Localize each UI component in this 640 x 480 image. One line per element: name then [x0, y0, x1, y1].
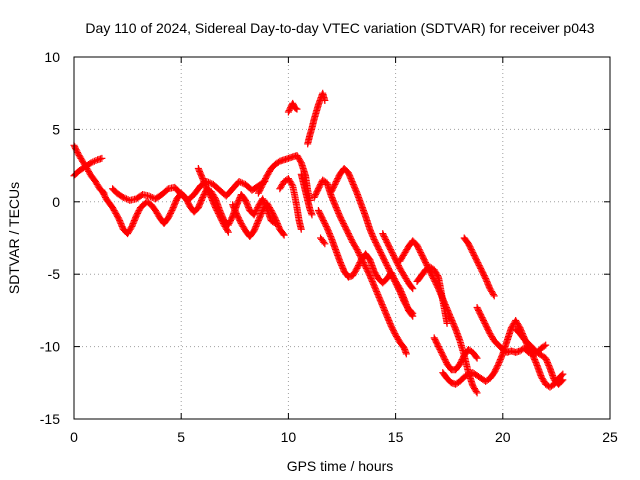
data-point: [121, 194, 129, 202]
series-track-j: [304, 89, 329, 148]
y-axis-label: SDTVAR / TECUs: [6, 182, 22, 294]
plot-frame: [73, 56, 611, 420]
data-point: [238, 179, 246, 187]
data-point: [409, 285, 417, 293]
y-tick-label: -15: [40, 411, 60, 427]
series-track-o: [327, 164, 417, 317]
data-point: [123, 195, 131, 203]
series-track-l: [317, 234, 329, 248]
y-tick-label: -10: [40, 339, 60, 355]
series-track-p: [379, 230, 417, 293]
x-tick-label: 5: [177, 429, 185, 445]
data-point: [279, 230, 287, 238]
series-track-w: [512, 325, 550, 356]
data-point: [92, 157, 100, 165]
data-point: [292, 104, 300, 112]
series-track-h: [276, 175, 305, 233]
data-point: [224, 228, 232, 236]
x-tick-label: 20: [495, 429, 511, 445]
data-point: [145, 192, 153, 200]
x-axis-label: GPS time / hours: [287, 458, 394, 474]
data-point: [235, 178, 243, 186]
series-track-t: [460, 234, 498, 300]
data-point: [559, 370, 567, 378]
series-track-v: [439, 317, 567, 391]
data-point: [472, 387, 480, 395]
data-point: [90, 157, 98, 165]
data-point: [321, 240, 329, 248]
chart-title: Day 110 of 2024, Sidereal Day-to-day VTE…: [85, 20, 594, 36]
data-point: [540, 342, 548, 350]
series-track-f: [229, 199, 288, 241]
series-track-r: [413, 263, 451, 327]
data-point: [409, 309, 417, 317]
data-markers: [70, 89, 567, 397]
data-point: [119, 193, 127, 201]
x-tick-label: 0: [70, 429, 78, 445]
data-point: [443, 319, 451, 327]
y-tick-label: 5: [52, 121, 60, 137]
grid: [74, 57, 610, 419]
series-track-i: [284, 99, 301, 116]
data-point: [293, 105, 301, 113]
data-point: [237, 178, 245, 186]
data-point: [558, 371, 566, 379]
series-track-e: [194, 164, 232, 236]
data-point: [408, 284, 416, 292]
data-point: [87, 159, 95, 167]
data-point: [224, 227, 232, 235]
data-point: [490, 292, 498, 300]
data-point: [321, 96, 329, 104]
series-track-u: [473, 304, 567, 388]
data-point: [288, 180, 296, 188]
data-point: [408, 308, 416, 316]
series-track-b: [70, 154, 106, 180]
data-point: [320, 238, 328, 246]
x-tick-label: 25: [602, 429, 618, 445]
data-point: [402, 350, 410, 358]
data-point: [308, 211, 316, 219]
x-tick-label: 10: [281, 429, 297, 445]
x-axis-ticks: 0 5 10 15 20 25: [70, 57, 618, 445]
y-tick-label: -5: [48, 266, 61, 282]
series-track-m: [310, 176, 410, 358]
data-point: [280, 231, 288, 239]
data-point: [473, 354, 481, 362]
series-track-k: [297, 170, 316, 219]
data-point: [472, 353, 480, 361]
data-point: [434, 272, 442, 280]
data-point: [147, 193, 155, 201]
data-point: [98, 154, 106, 162]
data-point: [473, 389, 481, 397]
y-tick-label: 10: [44, 49, 60, 65]
y-tick-label: 0: [52, 194, 60, 210]
data-point: [297, 225, 305, 233]
data-point: [89, 158, 97, 166]
y-axis-ticks: -15 -10 -5 0 5 10: [40, 49, 610, 427]
x-tick-label: 15: [388, 429, 404, 445]
data-point: [542, 341, 550, 349]
series-track-s: [430, 334, 481, 374]
data-point: [489, 290, 497, 298]
